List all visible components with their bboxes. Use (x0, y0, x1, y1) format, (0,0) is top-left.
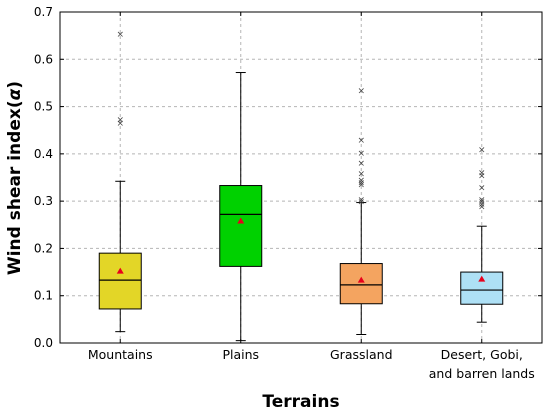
outlier-marker: × (357, 136, 365, 146)
box-group: ×××××××× (460, 146, 504, 323)
plot-frame (59, 11, 543, 344)
outlier-marker: × (357, 159, 365, 169)
x-category-label: Mountains (88, 347, 153, 362)
y-tick-layer: 0.0 0.1 0.2 0.3 0.4 0.5 0.6 0.7 (34, 5, 542, 350)
outlier-marker: × (478, 183, 486, 193)
y-tick-label: 0.0 (34, 336, 53, 350)
outlier-marker: × (357, 181, 365, 191)
outlier-marker: × (478, 200, 486, 210)
outlier-marker: × (357, 176, 365, 186)
y-tick-label: 0.3 (34, 194, 53, 208)
y-tick-label: 0.5 (34, 100, 53, 114)
outlier-marker: × (357, 198, 365, 208)
y-tick-label: 0.4 (34, 147, 53, 161)
y-tick-label: 0.2 (34, 241, 53, 255)
outlier-marker: × (357, 169, 365, 179)
mean-marker (357, 276, 365, 283)
outlier-marker: × (116, 115, 124, 125)
box-layer: ××××××××××××××××××××× (98, 30, 504, 342)
iqr-box (339, 263, 383, 305)
outlier-marker: × (478, 168, 486, 178)
y-tick-label: 0.6 (34, 52, 53, 66)
grid-layer (60, 12, 542, 343)
y-tick-label: 0.1 (34, 289, 53, 303)
outlier-marker: × (116, 119, 124, 129)
mean-marker (478, 275, 486, 282)
outlier-marker: × (357, 195, 365, 205)
outlier-marker: × (357, 87, 365, 97)
x-category-label: Plains (222, 347, 259, 362)
box-group: ××× (98, 30, 142, 333)
box-group (219, 72, 263, 342)
outlier-marker: × (357, 149, 365, 159)
outlier-marker: × (478, 198, 486, 208)
x-axis-title: Terrains (262, 392, 339, 412)
y-axis-title-main: Wind shear index( (5, 100, 25, 275)
box-group: ×××××××××× (339, 87, 383, 335)
y-tick-label: 0.7 (34, 5, 53, 19)
outlier-marker: × (478, 195, 486, 205)
outlier-marker: × (116, 30, 124, 40)
x-category-label: and barren lands (429, 366, 535, 381)
mean-marker (237, 217, 245, 224)
outlier-marker: × (478, 172, 486, 182)
outlier-marker: × (357, 179, 365, 189)
outlier-marker: × (478, 146, 486, 156)
mean-marker (116, 267, 124, 274)
x-tick-layer: Mountains Plains Grassland Desert, Gobi, and… (88, 12, 535, 381)
x-category-label: Desert, Gobi, (441, 347, 523, 362)
iqr-box (98, 252, 142, 310)
outlier-marker: × (478, 202, 486, 212)
iqr-box (219, 185, 263, 267)
y-axis-title: Wind shear index(α) (5, 81, 25, 275)
x-category-label: Grassland (330, 347, 393, 362)
y-axis-title-close: ) (5, 81, 25, 89)
y-axis-title-symbol: α (5, 88, 25, 100)
